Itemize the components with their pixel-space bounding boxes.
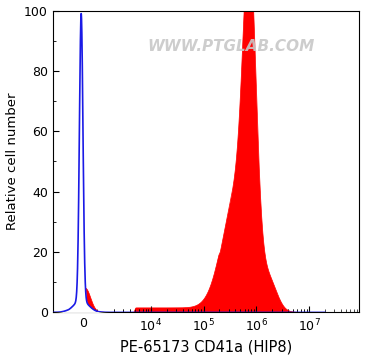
X-axis label: PE-65173 CD41a (HIP8): PE-65173 CD41a (HIP8) [120, 339, 292, 355]
Y-axis label: Relative cell number: Relative cell number [5, 93, 19, 230]
Text: WWW.PTGLAB.COM: WWW.PTGLAB.COM [147, 39, 314, 54]
